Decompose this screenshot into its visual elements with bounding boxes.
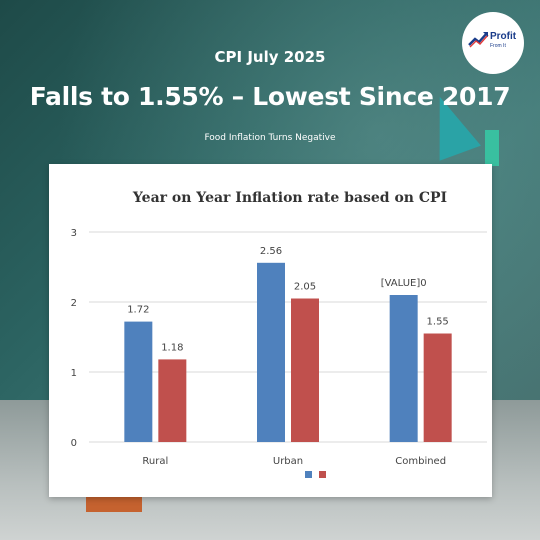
legend-swatch xyxy=(305,471,312,478)
bar xyxy=(389,295,418,442)
category-label: Urban xyxy=(273,456,303,467)
bar-chart: Year on Year Inflation rate based on CPI… xyxy=(71,190,487,478)
chart-card: Year on Year Inflation rate based on CPI… xyxy=(49,164,492,497)
data-label: 2.56 xyxy=(260,246,282,257)
headline: Falls to 1.55% – Lowest Since 2017 xyxy=(29,82,511,111)
rising-chart-icon xyxy=(468,32,489,48)
category-label: Rural xyxy=(142,456,168,467)
data-label: [VALUE]0 xyxy=(381,278,427,289)
bar xyxy=(158,359,187,442)
y-tick-label: 1 xyxy=(71,368,77,379)
decorative-block-green xyxy=(485,130,499,166)
bar xyxy=(257,262,285,442)
report-subtitle: CPI July 2025 xyxy=(214,48,326,66)
logo-brand-subtitle: From It xyxy=(490,43,506,49)
tagline: Food Inflation Turns Negative xyxy=(204,133,336,143)
bar xyxy=(291,298,319,442)
bar xyxy=(124,321,153,442)
y-tick-label: 3 xyxy=(71,228,77,239)
decorative-block-bottom xyxy=(86,494,142,512)
data-label: 1.72 xyxy=(127,305,149,316)
chart-title: Year on Year Inflation rate based on CPI xyxy=(132,190,447,206)
data-label: 1.18 xyxy=(161,342,183,353)
data-label: 1.55 xyxy=(427,317,449,328)
data-label: 2.05 xyxy=(294,282,316,293)
brand-logo: Profit From It xyxy=(462,12,524,74)
y-tick-label: 2 xyxy=(71,298,77,309)
y-tick-label: 0 xyxy=(71,438,77,449)
logo-brand-name: Profit xyxy=(490,31,517,42)
bar xyxy=(423,333,452,442)
legend-swatch xyxy=(319,471,326,478)
category-label: Combined xyxy=(395,456,446,467)
